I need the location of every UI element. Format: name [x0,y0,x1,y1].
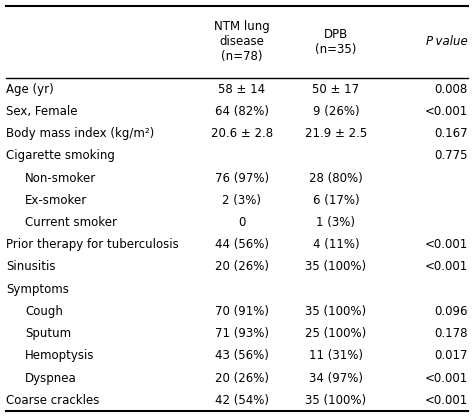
Text: 35 (100%): 35 (100%) [305,305,366,318]
Text: 21.9 ± 2.5: 21.9 ± 2.5 [305,127,367,140]
Text: 0.017: 0.017 [434,349,468,362]
Text: 28 (80%): 28 (80%) [309,171,363,185]
Text: 20 (26%): 20 (26%) [215,372,269,384]
Text: Ex-smoker: Ex-smoker [25,194,87,207]
Text: 34 (97%): 34 (97%) [309,372,363,384]
Text: Hemoptysis: Hemoptysis [25,349,94,362]
Text: P value: P value [426,35,468,48]
Text: 0.167: 0.167 [434,127,468,140]
Text: Current smoker: Current smoker [25,216,117,229]
Text: 0.008: 0.008 [435,83,468,95]
Text: Coarse crackles: Coarse crackles [6,394,100,407]
Text: 76 (97%): 76 (97%) [215,171,269,185]
Text: <0.001: <0.001 [425,394,468,407]
Text: <0.001: <0.001 [425,261,468,274]
Text: DPB
(n=35): DPB (n=35) [315,28,356,56]
Text: 25 (100%): 25 (100%) [305,327,366,340]
Text: 20.6 ± 2.8: 20.6 ± 2.8 [210,127,273,140]
Text: 35 (100%): 35 (100%) [305,261,366,274]
Text: 43 (56%): 43 (56%) [215,349,269,362]
Text: Age (yr): Age (yr) [6,83,54,95]
Text: 0.178: 0.178 [434,327,468,340]
Text: Symptoms: Symptoms [6,283,69,296]
Text: Prior therapy for tuberculosis: Prior therapy for tuberculosis [6,238,179,251]
Text: 4 (11%): 4 (11%) [313,238,359,251]
Text: 0.775: 0.775 [434,149,468,162]
Text: Cigarette smoking: Cigarette smoking [6,149,115,162]
Text: <0.001: <0.001 [425,372,468,384]
Text: Non-smoker: Non-smoker [25,171,96,185]
Text: 1 (3%): 1 (3%) [317,216,356,229]
Text: 50 ± 17: 50 ± 17 [312,83,359,95]
Text: 2 (3%): 2 (3%) [222,194,261,207]
Text: Sputum: Sputum [25,327,71,340]
Text: Dyspnea: Dyspnea [25,372,77,384]
Text: Sex, Female: Sex, Female [6,105,78,118]
Text: 6 (17%): 6 (17%) [313,194,359,207]
Text: 35 (100%): 35 (100%) [305,394,366,407]
Text: 58 ± 14: 58 ± 14 [218,83,265,95]
Text: 0: 0 [238,216,246,229]
Text: <0.001: <0.001 [425,105,468,118]
Text: 44 (56%): 44 (56%) [215,238,269,251]
Text: 70 (91%): 70 (91%) [215,305,269,318]
Text: <0.001: <0.001 [425,238,468,251]
Text: 20 (26%): 20 (26%) [215,261,269,274]
Text: 71 (93%): 71 (93%) [215,327,269,340]
Text: Sinusitis: Sinusitis [6,261,55,274]
Text: 0.096: 0.096 [434,305,468,318]
Text: 11 (31%): 11 (31%) [309,349,363,362]
Text: 9 (26%): 9 (26%) [313,105,359,118]
Text: NTM lung
disease
(n=78): NTM lung disease (n=78) [214,20,270,63]
Text: Body mass index (kg/m²): Body mass index (kg/m²) [6,127,155,140]
Text: Cough: Cough [25,305,63,318]
Text: 64 (82%): 64 (82%) [215,105,269,118]
Text: 42 (54%): 42 (54%) [215,394,269,407]
